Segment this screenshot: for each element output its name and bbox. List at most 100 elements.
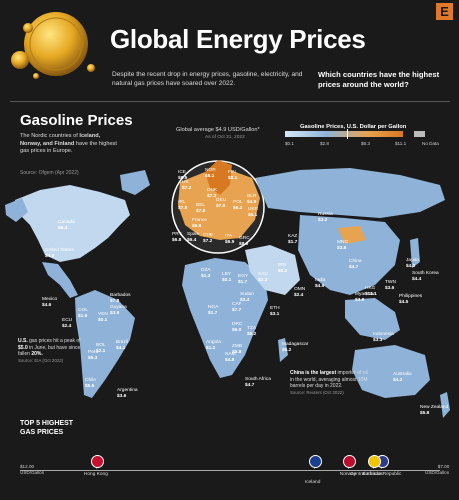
country-value: $1.9 (78, 313, 88, 319)
country-label: MNG $3.6 (337, 240, 348, 251)
country-label: NAM $4.8 (225, 352, 236, 363)
country-value: $1.7 (238, 279, 248, 285)
country-value: $4.0 (45, 253, 55, 259)
country-value: $1.7 (208, 310, 218, 316)
europe-country-name: DEU (216, 198, 227, 203)
country-label: DRC $5.0 (232, 322, 242, 333)
country-label: VEN $0.1 (98, 312, 108, 323)
top5-flag-marker (367, 455, 381, 468)
map-mongolia (338, 226, 366, 244)
country-label: EGY $1.7 (238, 274, 248, 285)
europe-country-label: ICE $8.5 (178, 170, 187, 181)
country-value: $3.8 (355, 297, 365, 303)
country-name: Peru (88, 350, 99, 355)
section-source: Source: Ofgem (Apr 2022) (20, 170, 79, 176)
country-name: United States (45, 248, 74, 253)
europe-country-name: FIN (228, 170, 236, 175)
legend-average-marker (347, 129, 348, 139)
country-value: $3.3 (373, 337, 383, 343)
country-name: Brazil (116, 340, 128, 345)
country-name: Sudan (240, 292, 254, 297)
country-name: Japan (406, 258, 420, 263)
country-value: $5.4 (58, 225, 68, 231)
map-scandinavia (205, 160, 232, 195)
europe-country-value: $7.2 (203, 238, 213, 244)
europe-country-value: $7.0 (178, 205, 188, 211)
europe-country-label: PRT $6.8 (172, 232, 182, 243)
map-south-america (75, 290, 135, 398)
country-name: Chile (85, 378, 96, 383)
europe-country-label: France $6.8 (192, 218, 207, 229)
country-name: ZMB (232, 344, 243, 349)
country-value: $4.1 (116, 345, 126, 351)
country-name: New Zealand (420, 405, 449, 410)
europe-country-name: UK (182, 180, 189, 185)
country-value: $0.1 (222, 277, 232, 283)
country-label: NGA $1.7 (208, 305, 218, 316)
country-value: $5.8 (232, 349, 242, 355)
country-label: Indonesia $3.3 (373, 332, 394, 343)
country-label: ZMB $5.8 (232, 344, 242, 355)
country-name: CAF (232, 302, 242, 307)
top5-axis-left-label: $12.00 USD/Gallon (20, 464, 45, 475)
europe-country-value: $6.9 (225, 239, 235, 245)
country-name: Guyana (110, 305, 127, 310)
page-title: Global Energy Prices (110, 24, 366, 54)
country-label: KAZ $1.7 (288, 234, 297, 245)
country-label: Angola $1.2 (206, 340, 221, 351)
europe-country-value: $7.2 (182, 185, 192, 191)
map-africa (182, 258, 268, 378)
country-value: $5.8 (420, 410, 430, 416)
europe-country-label: BEL $7.8 (196, 203, 205, 214)
europe-country-label: FIN $8.1 (228, 170, 237, 181)
country-name: DZA (201, 268, 211, 273)
country-label: ECU $2.4 (62, 318, 72, 329)
country-value: $4.6 (42, 302, 52, 308)
map-middle-east (245, 245, 300, 295)
top5-country-label: Norway (339, 472, 357, 477)
country-value: $4.4 (412, 276, 422, 282)
china-callout: China is the largest importer of oil in … (290, 370, 368, 395)
country-value: $2.3 (258, 277, 268, 283)
europe-country-value: $8.1 (205, 173, 215, 179)
country-value: $5.3 (88, 355, 98, 361)
country-name: COL (78, 308, 88, 313)
country-name: Myanmar (355, 292, 375, 297)
legend-tick: $2.8 (320, 141, 329, 146)
country-name: SAU (258, 272, 268, 277)
top5-flag-marker (90, 455, 104, 468)
country-label: OMN $2.4 (294, 287, 305, 298)
legend-tick: $0.1 (285, 141, 294, 146)
country-label: BOL $2.1 (96, 343, 106, 354)
country-name: China (349, 259, 362, 264)
country-name: Canada (58, 220, 75, 225)
country-value: $4.9 (315, 283, 325, 289)
country-value: $2.1 (96, 348, 106, 354)
country-label: DZA $1.3 (201, 268, 211, 279)
europe-country-name: NOR (205, 168, 216, 173)
country-value: $3.6 (117, 393, 127, 399)
europe-country-value: $7.0 (216, 203, 226, 209)
divider (10, 101, 450, 102)
country-value: $4.2 (406, 263, 416, 269)
country-label: ETH $3.1 (270, 306, 280, 317)
gold-coin-illustration (11, 12, 95, 79)
europe-country-name: UKR (248, 207, 259, 212)
country-label: Argentina $3.6 (117, 388, 138, 399)
country-value: $2.4 (294, 292, 304, 298)
europe-country-value: $8.1 (228, 175, 238, 181)
country-label: India $4.9 (315, 278, 325, 289)
europe-country-label: ITA $6.9 (225, 234, 234, 245)
country-value: $7.7 (232, 307, 242, 313)
europe-country-value: $6.8 (192, 223, 202, 229)
europe-country-name: France (192, 218, 207, 223)
europe-country-name: BEL (196, 203, 206, 208)
top5-axis (20, 470, 440, 471)
country-name: Russia (318, 212, 333, 217)
map-greenland (120, 170, 150, 195)
top5-country-label: Barbados (362, 472, 383, 477)
country-label: Peru $5.3 (88, 350, 98, 361)
country-name: NGA (208, 305, 219, 310)
country-label: Barbados $7.8 (110, 293, 131, 304)
top5-country-label: Iceland (304, 480, 321, 485)
